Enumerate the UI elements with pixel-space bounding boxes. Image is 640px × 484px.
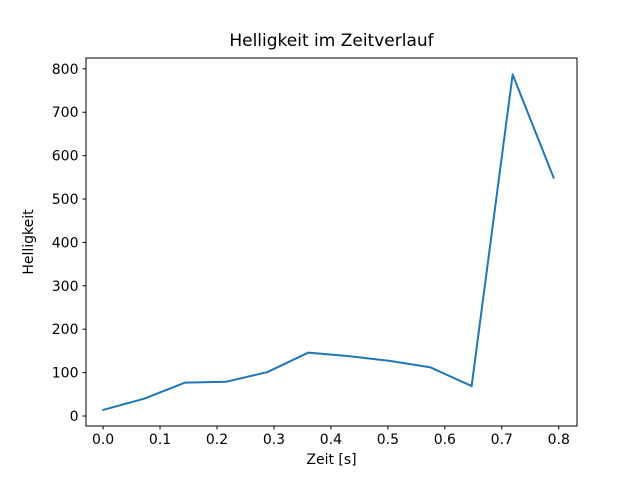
axes-frame [85,57,578,427]
x-tick-label: 0.8 [548,432,570,448]
data-series-line [102,73,555,411]
y-tick-label: 400 [52,235,79,251]
y-tick-label: 500 [52,192,79,208]
y-tick-label: 0 [70,409,79,425]
y-axis-ticks: 0 100 200 300 400 500 600 700 800 [52,62,86,425]
y-tick-label: 600 [52,149,79,165]
x-tick-label: 0.6 [434,432,456,448]
chart-title: Helligkeit im Zeitverlauf [229,31,434,51]
y-axis-label: Helligkeit [21,209,37,275]
x-tick-label: 0.1 [149,432,171,448]
x-tick-label: 0.4 [320,432,342,448]
x-tick-label: 0.3 [263,432,285,448]
x-axis-label: Zeit [s] [306,452,356,468]
x-tick-label: 0.5 [377,432,399,448]
x-tick-label: 0.0 [92,432,114,448]
plot-area [86,58,577,426]
y-tick-label: 100 [52,366,79,382]
x-tick-label: 0.2 [206,432,228,448]
y-tick-label: 200 [52,322,79,338]
y-tick-label: 800 [52,62,79,78]
x-tick-label: 0.7 [491,432,513,448]
x-axis-ticks: 0.0 0.1 0.2 0.3 0.4 0.5 0.6 0.7 0.8 [92,426,570,448]
y-tick-label: 700 [52,105,79,121]
y-tick-label: 300 [52,279,79,295]
